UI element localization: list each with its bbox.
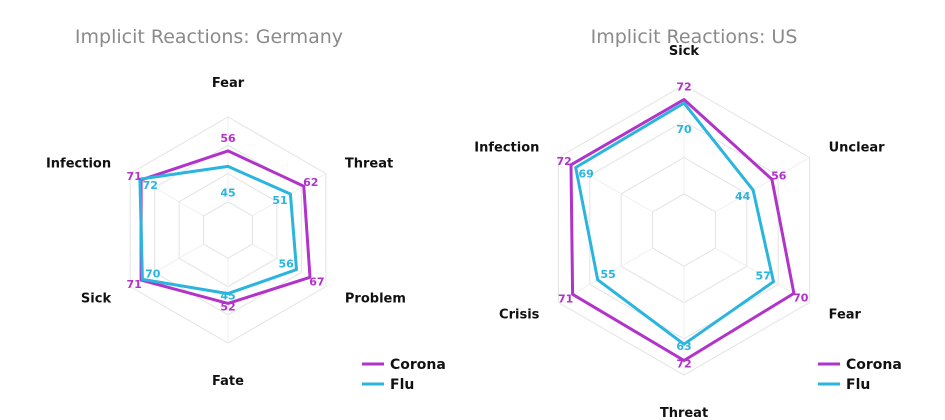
data-label-corona: 71 xyxy=(558,292,573,305)
data-label-corona: 70 xyxy=(793,291,809,304)
data-label-corona: 72 xyxy=(556,155,571,168)
data-label-corona: 72 xyxy=(676,358,691,371)
data-label-flu: 70 xyxy=(145,267,161,280)
legend-label-corona: Corona xyxy=(846,357,902,373)
axis-label-threat: Threat xyxy=(345,157,393,172)
axis-label-problem: Problem xyxy=(345,292,406,307)
axis-label-sick: Sick xyxy=(669,44,700,59)
data-label-corona: 56 xyxy=(220,132,236,145)
series-line-flu xyxy=(574,101,775,346)
data-label-flu: 57 xyxy=(755,270,770,283)
axis-label-fear: Fear xyxy=(829,308,862,323)
data-label-corona: 56 xyxy=(771,169,787,182)
data-label-flu: 69 xyxy=(578,168,593,181)
grid-spoke xyxy=(558,247,653,303)
grid-ring-1 xyxy=(203,201,253,259)
axis-label-unclear: Unclear xyxy=(829,141,886,156)
data-label-flu: 51 xyxy=(272,194,287,207)
legend-label-flu: Flu xyxy=(390,377,414,393)
data-label-flu: 72 xyxy=(143,179,158,192)
data-label-flu: 45 xyxy=(220,290,235,303)
data-label-corona: 71 xyxy=(127,278,142,291)
data-label-corona: 72 xyxy=(676,81,691,94)
axis-label-threat: Threat xyxy=(660,406,708,420)
data-label-corona: 71 xyxy=(127,170,142,183)
data-label-flu: 56 xyxy=(278,258,294,271)
data-label-corona: 67 xyxy=(309,275,324,288)
chart-title-us: Implicit Reactions: US xyxy=(591,26,798,48)
axis-label-infection: Infection xyxy=(46,157,111,172)
grid-spoke xyxy=(715,157,810,213)
data-label-flu: 70 xyxy=(676,123,692,136)
legend-label-corona: Corona xyxy=(390,357,446,373)
data-label-corona: 52 xyxy=(220,300,235,313)
axis-label-fate: Fate xyxy=(212,374,244,389)
axis-label-crisis: Crisis xyxy=(499,308,540,323)
data-label-corona: 62 xyxy=(303,176,318,189)
data-label-flu: 45 xyxy=(220,186,235,199)
series-line-corona xyxy=(569,98,796,362)
chart-title-germany: Implicit Reactions: Germany xyxy=(75,26,343,48)
legend-label-flu: Flu xyxy=(846,377,870,393)
axis-label-fear: Fear xyxy=(212,76,245,91)
data-label-flu: 63 xyxy=(676,340,691,353)
axis-label-infection: Infection xyxy=(474,141,539,156)
grid-spoke xyxy=(558,157,653,213)
radar-chart-us: 72 56 70 72 71 72 70 44 57 63 55 69 Sick Unclear Fear T… xyxy=(474,44,902,420)
data-label-flu: 44 xyxy=(735,190,751,203)
grid-ring-1 xyxy=(652,193,716,267)
radar-chart-germany: 56 62 67 52 71 71 45 51 56 45 70 72 Fear Threat Proble… xyxy=(46,76,446,393)
series-line-flu xyxy=(138,164,298,296)
axis-label-sick: Sick xyxy=(81,292,112,307)
data-label-flu: 55 xyxy=(600,268,615,281)
grid-spoke xyxy=(252,243,327,287)
